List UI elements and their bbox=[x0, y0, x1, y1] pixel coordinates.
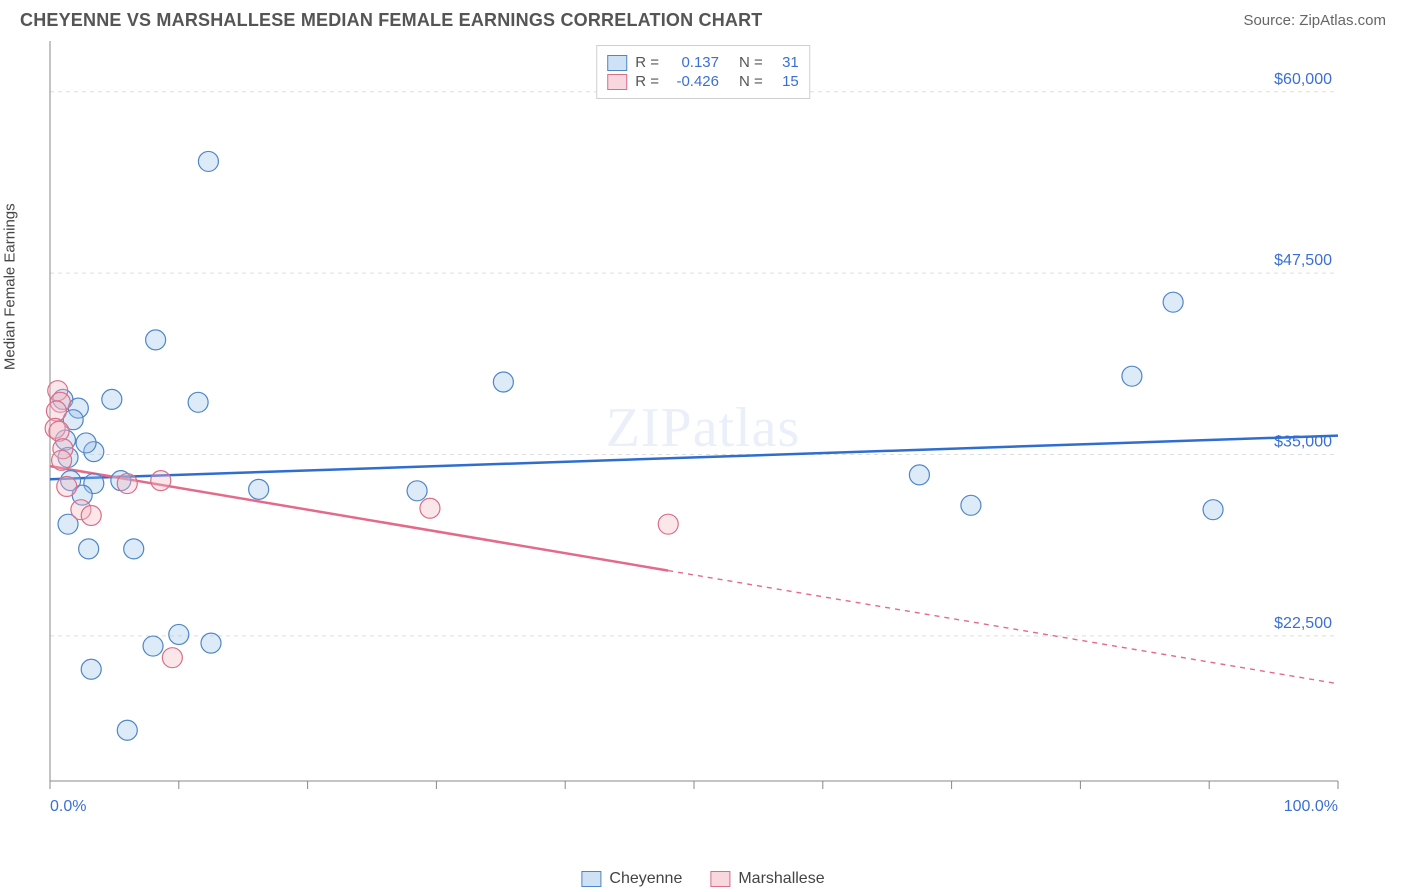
legend-item: Cheyenne bbox=[581, 870, 682, 888]
svg-text:0.0%: 0.0% bbox=[50, 798, 86, 815]
n-label: N = bbox=[739, 73, 763, 90]
legend-item: Marshallese bbox=[710, 870, 824, 888]
legend-stat-row: R = -0.426 N = 15 bbox=[607, 73, 799, 90]
chart-source: Source: ZipAtlas.com bbox=[1243, 12, 1386, 29]
y-axis-label: Median Female Earnings bbox=[2, 203, 19, 370]
r-label: R = bbox=[635, 54, 659, 71]
r-value: -0.426 bbox=[667, 73, 719, 90]
svg-text:$47,500: $47,500 bbox=[1274, 252, 1332, 269]
r-label: R = bbox=[635, 73, 659, 90]
legend-label: Cheyenne bbox=[609, 870, 682, 888]
chart-title: CHEYENNE VS MARSHALLESE MEDIAN FEMALE EA… bbox=[20, 10, 763, 31]
legend-swatch bbox=[710, 871, 730, 887]
legend-swatch bbox=[607, 55, 627, 71]
legend-swatch bbox=[581, 871, 601, 887]
r-value: 0.137 bbox=[667, 54, 719, 71]
svg-text:$60,000: $60,000 bbox=[1274, 71, 1332, 88]
legend-series: Cheyenne Marshallese bbox=[581, 870, 824, 888]
n-label: N = bbox=[739, 54, 763, 71]
legend-stats: R = 0.137 N = 31 R = -0.426 N = 15 bbox=[596, 45, 810, 99]
scatter-plot: $22,500$35,000$47,500$60,0000.0%100.0% bbox=[20, 37, 1340, 852]
svg-text:$22,500: $22,500 bbox=[1274, 615, 1332, 632]
n-value: 31 bbox=[771, 54, 799, 71]
n-value: 15 bbox=[771, 73, 799, 90]
svg-text:100.0%: 100.0% bbox=[1284, 798, 1338, 815]
legend-stat-row: R = 0.137 N = 31 bbox=[607, 54, 799, 71]
chart-area: Median Female Earnings $22,500$35,000$47… bbox=[20, 37, 1386, 852]
header: CHEYENNE VS MARSHALLESE MEDIAN FEMALE EA… bbox=[0, 0, 1406, 37]
legend-label: Marshallese bbox=[738, 870, 824, 888]
legend-swatch bbox=[607, 74, 627, 90]
